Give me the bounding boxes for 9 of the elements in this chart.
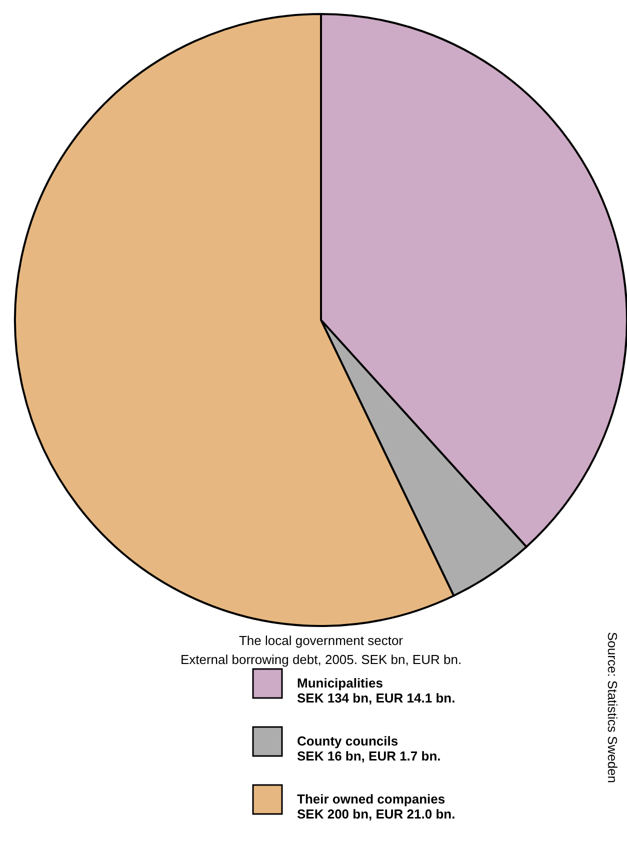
data-label: SEK 134 bn, EUR 14.1 bn. [297, 690, 456, 706]
legend-label: County councils [297, 734, 398, 748]
legend-label: Municipalities [297, 676, 383, 690]
legend-label: Their owned companies [297, 792, 446, 806]
text: External borrowing debt, 2005. SEK bn, EUR bn. [180, 652, 462, 667]
data-label: SEK 200 bn, EUR 21.0 bn. [297, 806, 456, 822]
data-label: SEK 16 bn, EUR 1.7 bn. [297, 748, 441, 764]
text: The local government sector [238, 633, 404, 648]
source-note: Source: Statistics Sweden [605, 632, 620, 784]
